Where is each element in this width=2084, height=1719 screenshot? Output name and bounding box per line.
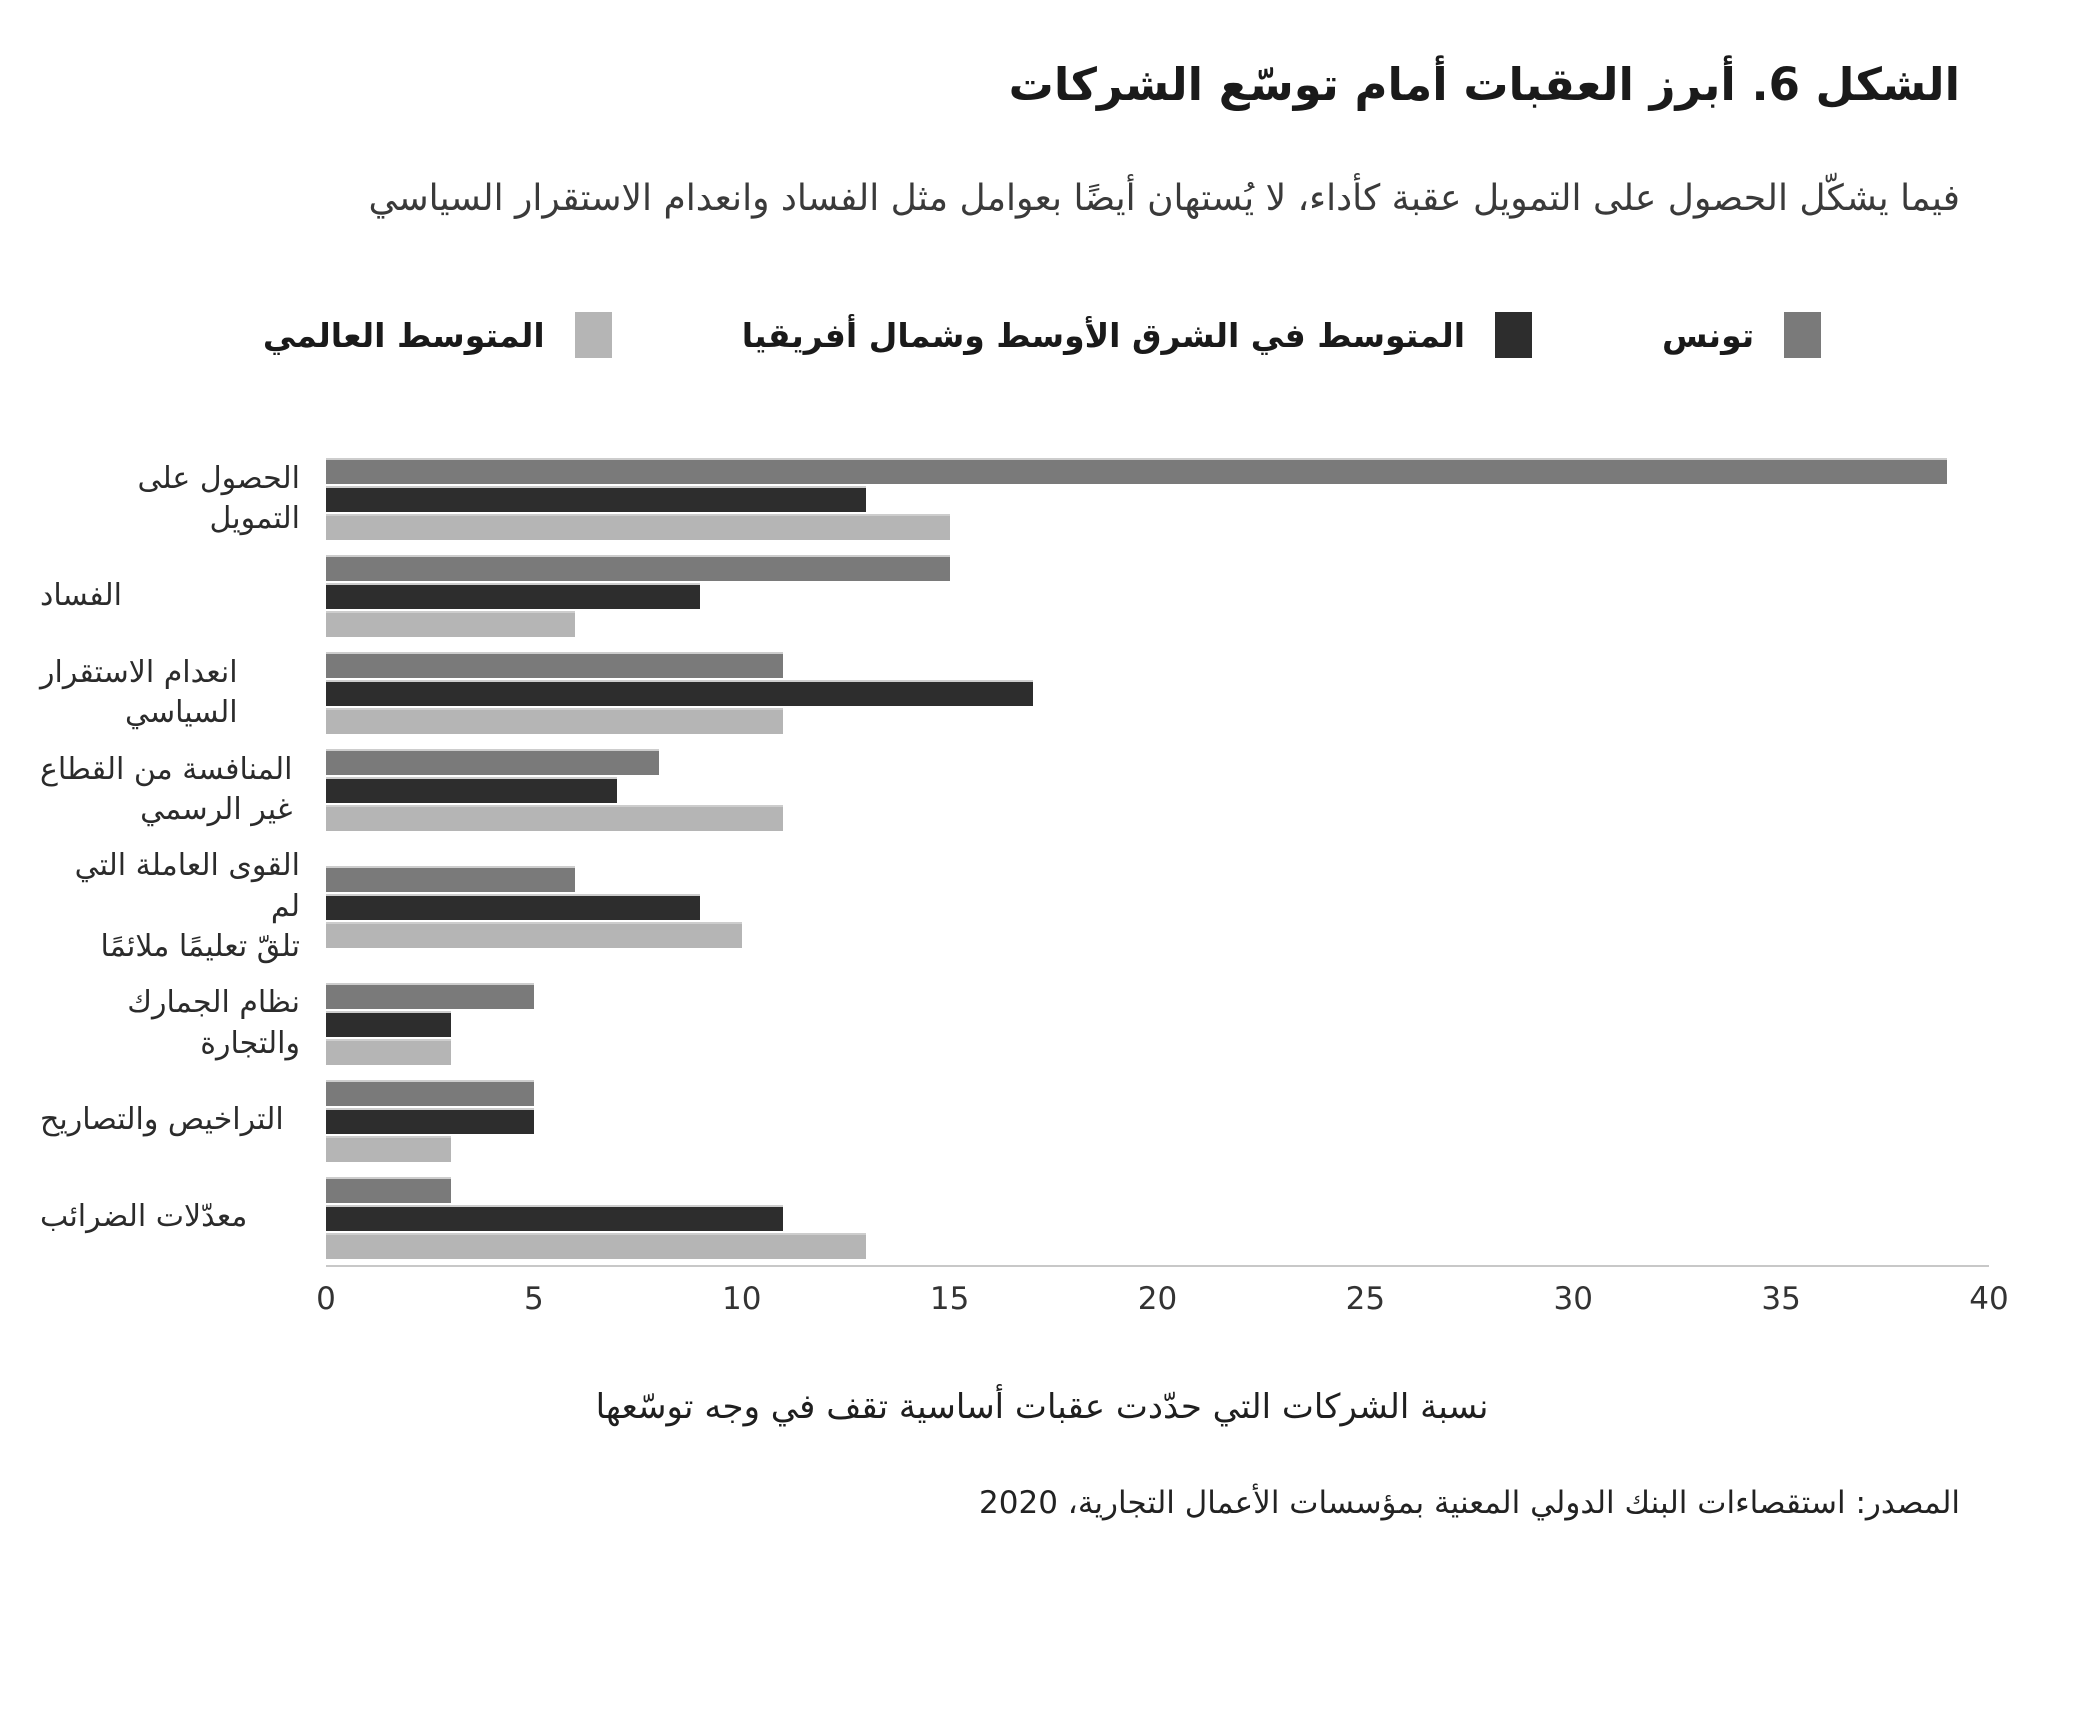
bar-group	[326, 1079, 1989, 1162]
x-axis: 0 5 10 15 20 25 30 35 40	[40, 1264, 2009, 1325]
figure-title: الشكل 6. أبرز العقبات أمام توسّع الشركات	[1008, 58, 1960, 111]
bar	[326, 611, 576, 637]
x-axis-tick-label: 30	[1553, 1280, 1593, 1317]
chart-row-4: القوى العاملة التي لم تلقّ تعليمًا ملائم…	[40, 846, 1989, 968]
chart-row-5: نظام الجمارك والتجارة	[40, 982, 1989, 1065]
legend-item-1: المتوسط في الشرق الأوسط وشمال أفريقيا	[741, 312, 1533, 358]
bar-group	[326, 846, 1989, 968]
bar	[326, 893, 701, 920]
chart-row-0: الحصول على التمويل	[40, 458, 1989, 540]
chart-plot-area: الحصول على التمويل الفساد انعدام الاستقرار…	[40, 458, 1989, 1259]
chart-row-1: الفساد	[40, 555, 1989, 637]
x-axis-tick-label: 20	[1137, 1280, 1178, 1317]
bar-group	[326, 1176, 1989, 1259]
category-label: الحصول على التمويل	[137, 460, 300, 537]
chart-row-3: المنافسة من القطاع غير الرسمي	[40, 749, 1989, 831]
legend-swatch-icon	[574, 312, 612, 358]
bar	[326, 680, 1033, 706]
bar-group	[326, 749, 1989, 831]
bar-group	[326, 555, 1989, 637]
legend-label: تونس	[1662, 315, 1755, 355]
category-label: التراخيص والتصاريح	[40, 1102, 284, 1138]
category-label: نظام الجمارك والتجارة	[127, 985, 300, 1061]
bar	[326, 805, 784, 831]
bar	[326, 1135, 451, 1162]
source-note: المصدر: استقصاءات البنك الدولي المعنية ب…	[979, 1484, 1960, 1521]
bar	[326, 749, 659, 775]
bar	[326, 1010, 451, 1037]
chart-row-7: معدّلات الضرائب	[40, 1176, 1989, 1259]
legend-swatch-icon	[1784, 312, 1822, 358]
bar	[326, 921, 742, 948]
chart-row-6: التراخيص والتصاريح	[40, 1079, 1989, 1162]
bar	[326, 1079, 534, 1106]
bar	[326, 486, 867, 512]
x-axis-caption: نسبة الشركات التي حدّدت عقبات أساسية تقف…	[595, 1386, 1489, 1427]
bar	[326, 458, 1948, 484]
legend-item-2: المتوسط العالمي	[263, 312, 612, 358]
bar-chart: الحصول على التمويل الفساد انعدام الاستقرار…	[40, 458, 2009, 1325]
figure-page: الشكل 6. أبرز العقبات أمام توسّع الشركات…	[0, 58, 2084, 1521]
bar	[326, 1204, 784, 1231]
category-label: انعدام الاستقرار السياسي	[40, 654, 238, 731]
legend-label: المتوسط في الشرق الأوسط وشمال أفريقيا	[741, 315, 1466, 355]
bar	[326, 514, 950, 540]
x-axis-tick-label: 5	[524, 1280, 544, 1317]
axis-spacer	[40, 1265, 300, 1325]
bar-group	[326, 458, 1989, 540]
category-label: الفساد	[40, 577, 122, 613]
x-axis-tick-label: 0	[316, 1280, 336, 1317]
x-axis-tick-label: 10	[722, 1280, 762, 1317]
bar	[326, 555, 950, 581]
bar	[326, 1176, 451, 1203]
bar	[326, 982, 534, 1009]
figure-subtitle: فيما يشكّل الحصول على التمويل عقبة كأداء…	[368, 178, 1961, 219]
x-axis-tick-label: 35	[1761, 1280, 1801, 1317]
chart-legend: تونس المتوسط في الشرق الأوسط وشمال أفريقي…	[0, 312, 2084, 358]
bar-group	[326, 652, 1989, 734]
category-label: المنافسة من القطاع غير الرسمي	[40, 751, 293, 828]
bar	[326, 1038, 451, 1065]
x-axis-tick-label: 15	[929, 1280, 970, 1317]
bar	[326, 1107, 534, 1134]
bar	[326, 583, 701, 609]
bar	[326, 708, 784, 734]
category-label: معدّلات الضرائب	[40, 1199, 248, 1235]
bar	[326, 652, 784, 678]
bar	[326, 865, 576, 892]
x-axis-ticks: 0 5 10 15 20 25 30 35 40	[316, 1264, 2009, 1325]
bar	[326, 1232, 867, 1259]
category-label: القوى العاملة التي لم تلقّ تعليمًا ملائم…	[74, 848, 300, 964]
legend-swatch-icon	[1495, 312, 1533, 358]
chart-row-2: انعدام الاستقرار السياسي	[40, 652, 1989, 734]
legend-item-0: تونس	[1662, 312, 1822, 358]
x-axis-tick-label: 25	[1345, 1280, 1386, 1317]
x-axis-tick-label: 40	[1969, 1280, 2009, 1317]
legend-label: المتوسط العالمي	[262, 315, 545, 355]
bar	[326, 777, 618, 803]
bar-group	[326, 982, 1989, 1065]
